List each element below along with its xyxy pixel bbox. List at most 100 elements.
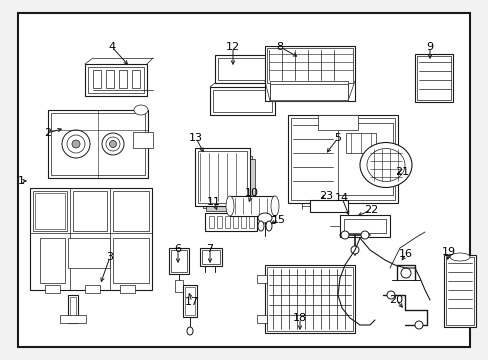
Ellipse shape: [270, 196, 279, 216]
Ellipse shape: [414, 321, 422, 329]
Text: 18: 18: [292, 313, 306, 323]
Bar: [132, 70, 140, 88]
Ellipse shape: [366, 148, 404, 181]
Bar: [133, 132, 153, 148]
Text: 14: 14: [334, 193, 348, 203]
Bar: [120, 285, 135, 293]
Text: 4: 4: [108, 42, 115, 52]
Ellipse shape: [386, 291, 394, 299]
Ellipse shape: [67, 135, 85, 153]
Bar: [35, 193, 65, 229]
Text: 19: 19: [441, 247, 455, 257]
Bar: [171, 250, 186, 272]
Bar: [106, 70, 114, 88]
Text: 5: 5: [334, 133, 341, 143]
Bar: [269, 81, 347, 101]
Bar: [48, 110, 148, 178]
Ellipse shape: [258, 221, 264, 231]
Ellipse shape: [400, 268, 410, 278]
Text: 3: 3: [106, 252, 113, 262]
Text: 8: 8: [276, 42, 283, 52]
Bar: [217, 216, 222, 228]
Bar: [113, 191, 149, 231]
Bar: [215, 55, 280, 83]
Text: 9: 9: [426, 42, 433, 52]
Bar: [213, 90, 271, 112]
Bar: [266, 48, 352, 83]
Bar: [202, 250, 220, 264]
Text: 2: 2: [44, 128, 51, 138]
Bar: [208, 216, 214, 228]
Bar: [232, 216, 238, 228]
Bar: [445, 257, 473, 325]
Bar: [248, 216, 253, 228]
Text: 20: 20: [388, 295, 402, 305]
Bar: [169, 248, 189, 274]
Bar: [70, 297, 76, 321]
Text: 15: 15: [271, 215, 285, 225]
Bar: [85, 285, 100, 293]
Text: 21: 21: [394, 167, 408, 177]
Ellipse shape: [62, 130, 90, 158]
Bar: [224, 216, 229, 228]
Ellipse shape: [225, 196, 234, 216]
Bar: [257, 315, 266, 323]
Bar: [40, 238, 65, 283]
Text: 1: 1: [18, 176, 24, 186]
Bar: [73, 191, 107, 231]
Ellipse shape: [258, 213, 271, 223]
Bar: [337, 123, 392, 195]
Bar: [198, 151, 246, 203]
Ellipse shape: [186, 327, 193, 335]
Ellipse shape: [350, 246, 358, 254]
Bar: [203, 156, 251, 208]
Bar: [184, 287, 195, 315]
Ellipse shape: [109, 140, 116, 148]
Bar: [317, 115, 357, 130]
Bar: [33, 191, 67, 231]
Bar: [68, 238, 110, 268]
Bar: [346, 133, 375, 153]
Bar: [443, 255, 475, 327]
Bar: [269, 84, 347, 100]
Bar: [257, 275, 266, 283]
Bar: [264, 265, 354, 333]
Ellipse shape: [265, 221, 271, 231]
Bar: [51, 113, 145, 175]
Text: 11: 11: [206, 197, 221, 207]
Ellipse shape: [134, 105, 148, 115]
Bar: [175, 280, 183, 292]
Ellipse shape: [359, 143, 411, 188]
Text: 12: 12: [225, 42, 240, 52]
Bar: [113, 238, 149, 283]
Text: 7: 7: [206, 244, 213, 254]
Bar: [287, 115, 397, 203]
Ellipse shape: [360, 231, 368, 239]
Bar: [229, 196, 274, 216]
Bar: [343, 219, 385, 233]
Bar: [183, 285, 197, 317]
Bar: [88, 67, 143, 93]
Text: 6: 6: [174, 244, 181, 254]
Bar: [209, 87, 274, 115]
Text: 22: 22: [363, 205, 377, 215]
Ellipse shape: [102, 133, 124, 155]
Ellipse shape: [72, 140, 80, 148]
Bar: [339, 215, 389, 237]
Bar: [60, 315, 86, 323]
Bar: [205, 159, 254, 211]
Ellipse shape: [106, 137, 120, 151]
Bar: [85, 64, 147, 96]
Text: 23: 23: [318, 191, 332, 201]
Bar: [266, 267, 352, 331]
Bar: [45, 285, 60, 293]
Bar: [241, 216, 245, 228]
Text: 10: 10: [244, 188, 259, 198]
Bar: [414, 54, 452, 102]
Bar: [93, 70, 101, 88]
Text: 16: 16: [398, 249, 412, 259]
Bar: [200, 248, 222, 266]
Bar: [290, 118, 394, 200]
Bar: [204, 213, 257, 231]
Bar: [68, 295, 78, 323]
